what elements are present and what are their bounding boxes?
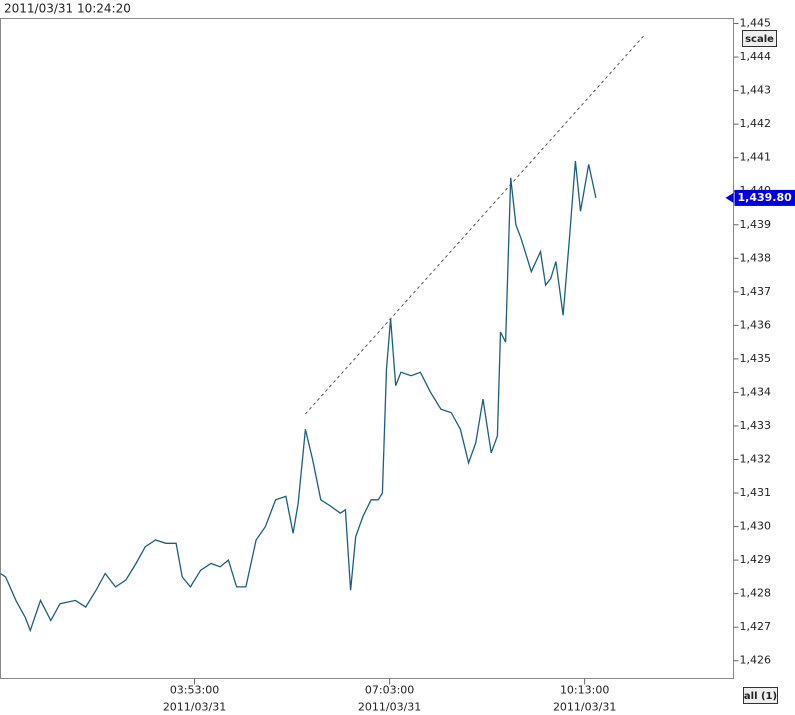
plot-frame <box>0 18 734 679</box>
y-tick-label: 1,432 <box>740 453 772 466</box>
y-tick-label: 1,431 <box>740 486 772 499</box>
y-tick-label: 1,429 <box>740 553 772 566</box>
x-tick-date: 2011/03/31 <box>358 701 421 714</box>
button-frame <box>742 30 777 47</box>
y-tick-label: 1,437 <box>740 285 772 298</box>
button-label: all (1) <box>744 691 777 702</box>
price-line <box>0 160 597 633</box>
button-label: scale <box>745 34 774 45</box>
y-tick-label: 1,442 <box>740 117 772 130</box>
y-tick-label: 1,445 <box>740 17 772 30</box>
y-tick-label: 1,426 <box>740 654 772 667</box>
y-tick-label: 1,435 <box>740 352 772 365</box>
x-tick-label: 07:03:00 <box>365 684 414 697</box>
x-tick-label: 03:53:00 <box>170 684 219 697</box>
y-tick-label: 1,444 <box>740 50 772 63</box>
x-tick-date: 2011/03/31 <box>553 701 616 714</box>
last-price-label: 1,439.80 <box>738 191 793 204</box>
y-tick-label: 1,428 <box>740 587 772 600</box>
last-price-box <box>734 189 795 206</box>
last-price-marker <box>725 192 734 203</box>
y-tick-label: 1,436 <box>740 318 772 331</box>
x-tick-label: 10:13:00 <box>560 684 609 697</box>
timestamp: 2011/03/31 10:24:20 <box>4 2 131 16</box>
y-tick-label: 1,430 <box>740 520 772 533</box>
all-button[interactable]: all (1) <box>743 687 778 704</box>
button-frame <box>743 687 778 704</box>
y-tick-label: 1,441 <box>740 151 772 164</box>
y-tick-label: 1,438 <box>740 251 772 264</box>
y-tick-label: 1,427 <box>740 620 772 633</box>
y-tick-label: 1,433 <box>740 419 772 432</box>
y-tick-label: 1,439 <box>740 218 772 231</box>
x-tick-date: 2011/03/31 <box>163 701 226 714</box>
y-tick-label: 1,434 <box>740 385 772 398</box>
trendline <box>305 34 645 415</box>
y-tick-label: 1,443 <box>740 84 772 97</box>
scale-button[interactable]: scale <box>742 30 777 47</box>
